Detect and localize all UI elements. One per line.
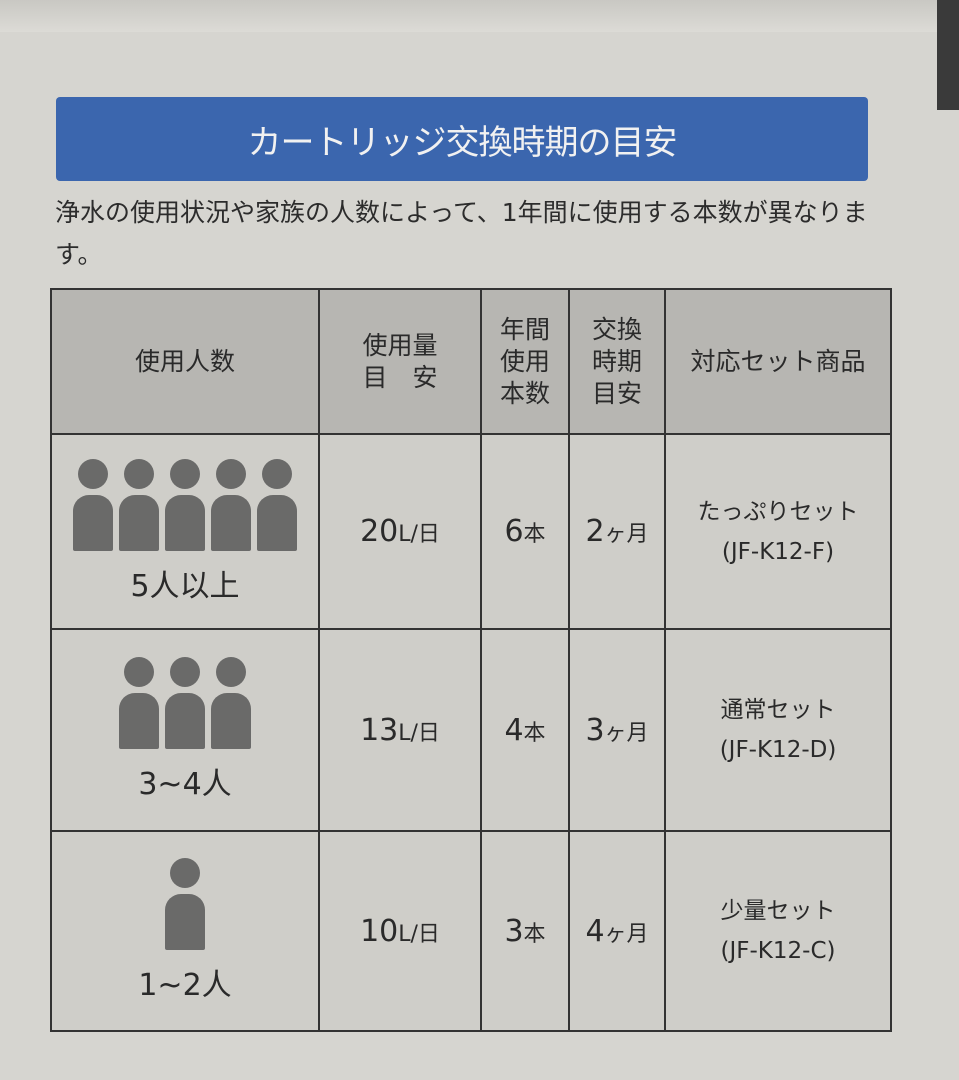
header-annual: 年間 使用 本数 bbox=[480, 288, 570, 435]
interval-cell: 3ヶ月 bbox=[568, 628, 666, 832]
product-model: (JF-K12-C) bbox=[720, 938, 836, 964]
people-count: 1~2人 bbox=[138, 968, 232, 1003]
header-interval-line: 交換 bbox=[591, 314, 642, 344]
section-title-banner: カートリッジ交換時期の目安 bbox=[56, 97, 868, 181]
annual-cell: 4本 bbox=[480, 628, 570, 832]
usage-cell: 10L/日 bbox=[318, 830, 482, 1032]
box-corner bbox=[937, 0, 959, 110]
header-annual-line: 使用 bbox=[499, 346, 550, 376]
people-cell: 3~4人 bbox=[50, 628, 320, 832]
annual-value: 6 bbox=[504, 514, 524, 549]
person-icon bbox=[257, 458, 297, 551]
interval-value: 3 bbox=[585, 712, 605, 748]
annual-unit: 本 bbox=[523, 921, 546, 947]
annual-unit: 本 bbox=[523, 522, 546, 547]
interval-unit: ヶ月 bbox=[604, 522, 649, 547]
interval-cell: 4ヶ月 bbox=[568, 830, 666, 1032]
person-icon bbox=[119, 657, 159, 749]
interval-value: 4 bbox=[585, 913, 605, 949]
table-header-row: 使用人数 使用量目 安 年間 使用 本数 交換 時期 目安 対応セット商品 bbox=[50, 288, 892, 435]
product-name: たっぷりセット bbox=[697, 498, 859, 525]
usage-value: 10 bbox=[360, 913, 399, 949]
people-cell: 5人以上 bbox=[50, 433, 320, 630]
usage-unit: L/日 bbox=[398, 921, 440, 947]
product-cell: たっぷりセット (JF-K12-F) bbox=[664, 433, 892, 630]
people-count: 5人以上 bbox=[130, 568, 240, 604]
interval-unit: ヶ月 bbox=[604, 921, 649, 947]
header-annual-line: 年間 bbox=[499, 314, 550, 344]
product-name: 少量セット bbox=[720, 898, 836, 924]
product-model: (JF-K12-F) bbox=[721, 538, 835, 565]
table-row: 3~4人 13L/日 4本 3ヶ月 通常セット (JF-K12-D) bbox=[50, 628, 892, 832]
annual-cell: 3本 bbox=[480, 830, 570, 1032]
usage-value: 13 bbox=[360, 712, 399, 748]
product-cell: 通常セット (JF-K12-D) bbox=[664, 628, 892, 832]
box-edge bbox=[0, 0, 959, 32]
annual-unit: 本 bbox=[523, 720, 546, 746]
table-row: 5人以上 20L/日 6本 2ヶ月 たっぷりセット (JF-K12-F) bbox=[50, 433, 892, 630]
header-product: 対応セット商品 bbox=[664, 288, 892, 435]
header-interval-line: 時期 bbox=[591, 346, 642, 376]
interval-cell: 2ヶ月 bbox=[568, 433, 666, 630]
person-icon bbox=[73, 458, 113, 551]
person-icon bbox=[165, 458, 205, 551]
person-icon bbox=[211, 458, 251, 551]
person-icon bbox=[211, 657, 251, 749]
usage-cell: 13L/日 bbox=[318, 628, 482, 832]
product-cell: 少量セット (JF-K12-C) bbox=[664, 830, 892, 1032]
product-model: (JF-K12-D) bbox=[719, 737, 837, 763]
section-title: カートリッジ交換時期の目安 bbox=[247, 122, 678, 163]
intro-text: 浄水の使用状況や家族の人数によって、1年間に使用する本数が異なります。 bbox=[55, 198, 868, 269]
header-usage-line: 目 安 bbox=[362, 362, 438, 392]
header-usage-line: 使用量 bbox=[362, 330, 438, 360]
usage-cell: 20L/日 bbox=[318, 433, 482, 630]
interval-unit: ヶ月 bbox=[604, 720, 649, 746]
annual-value: 3 bbox=[504, 913, 524, 949]
person-icon bbox=[165, 657, 205, 749]
table-row: 1~2人 10L/日 3本 4ヶ月 少量セット (JF-K12-C) bbox=[50, 830, 892, 1032]
annual-value: 4 bbox=[504, 712, 524, 748]
usage-value: 20 bbox=[360, 514, 399, 549]
annual-cell: 6本 bbox=[480, 433, 570, 630]
header-people: 使用人数 bbox=[50, 288, 320, 435]
product-name: 通常セット bbox=[720, 697, 836, 723]
header-usage: 使用量目 安 bbox=[318, 288, 482, 435]
usage-unit: L/日 bbox=[398, 720, 440, 746]
cartridge-table: 使用人数 使用量目 安 年間 使用 本数 交換 時期 目安 対応セット商品 5人以上 2… bbox=[50, 288, 892, 1032]
interval-value: 2 bbox=[585, 514, 605, 549]
header-annual-line: 本数 bbox=[499, 378, 550, 408]
person-icon bbox=[119, 458, 159, 551]
header-interval-line: 目安 bbox=[591, 378, 642, 408]
header-interval: 交換 時期 目安 bbox=[568, 288, 666, 435]
people-cell: 1~2人 bbox=[50, 830, 320, 1032]
usage-unit: L/日 bbox=[398, 522, 440, 547]
people-count: 3~4人 bbox=[138, 767, 232, 802]
person-icon bbox=[165, 858, 205, 950]
